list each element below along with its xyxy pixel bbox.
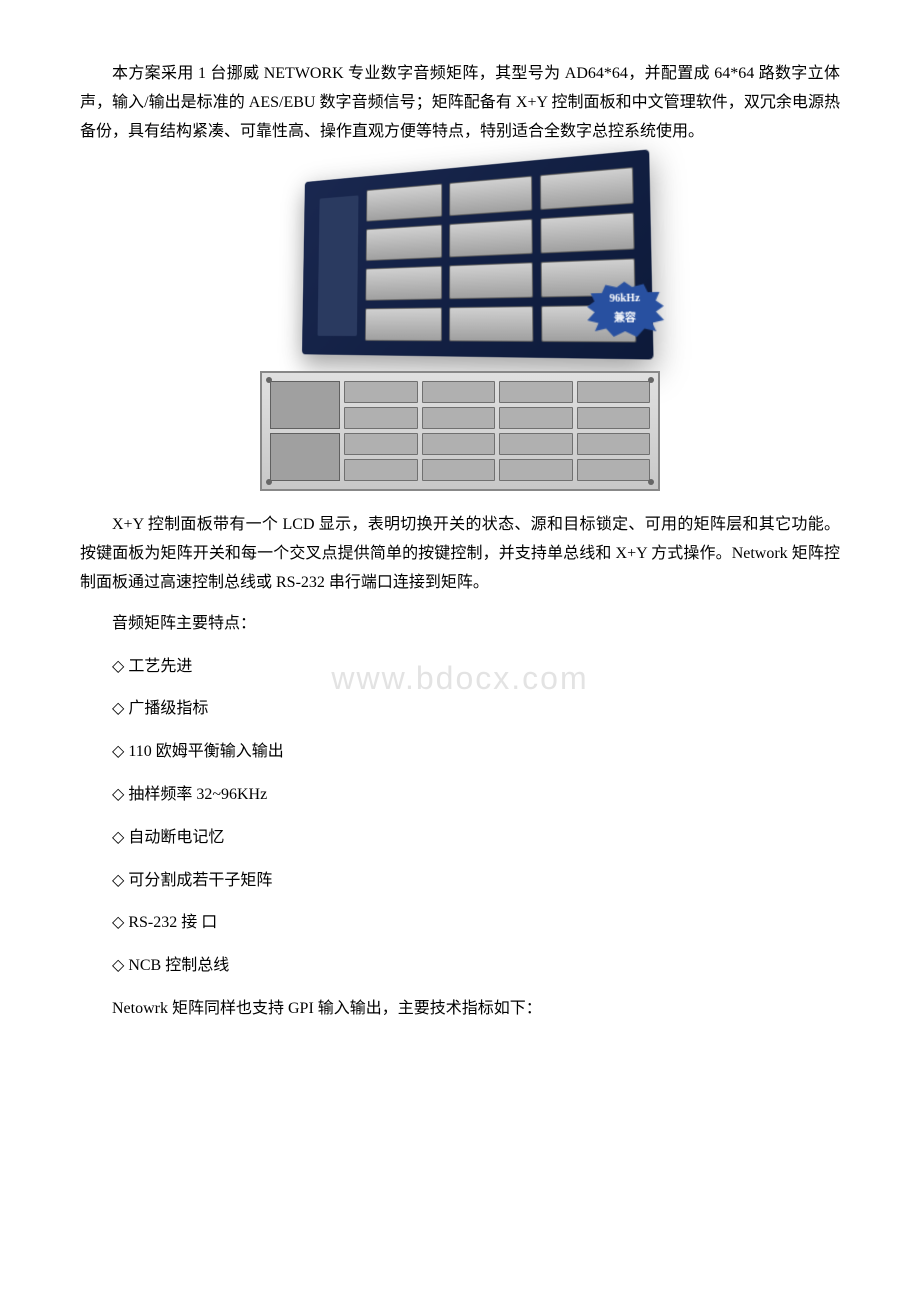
panel-port bbox=[344, 459, 418, 481]
diamond-icon: ◇ bbox=[112, 781, 124, 810]
feature-text: 工艺先进 bbox=[128, 658, 192, 675]
port bbox=[449, 263, 534, 300]
panel-block bbox=[270, 381, 340, 429]
feature-text: 110 欧姆平衡输入输出 bbox=[128, 743, 283, 760]
screw-icon bbox=[648, 479, 654, 485]
feature-item: ◇工艺先进 bbox=[112, 653, 840, 682]
diamond-icon: ◇ bbox=[112, 867, 124, 896]
port bbox=[449, 306, 534, 342]
feature-item: ◇110 欧姆平衡输入输出 bbox=[112, 738, 840, 767]
description-paragraph: X+Y 控制面板带有一个 LCD 显示，表明切换开关的状态、源和目标锁定、可用的… bbox=[80, 511, 840, 597]
feature-text: 可分割成若干子矩阵 bbox=[128, 872, 272, 889]
device-label-panel bbox=[318, 196, 359, 337]
panel-port bbox=[344, 381, 418, 403]
screw-icon bbox=[266, 479, 272, 485]
port bbox=[449, 219, 533, 258]
panel-port bbox=[577, 459, 651, 481]
feature-item: ◇广播级指标 bbox=[112, 695, 840, 724]
features-title: 音频矩阵主要特点： bbox=[80, 610, 840, 639]
feature-list: ◇工艺先进 ◇广播级指标 ◇110 欧姆平衡输入输出 ◇抽样频率 32~96KH… bbox=[112, 653, 840, 981]
diamond-icon: ◇ bbox=[112, 653, 124, 682]
port bbox=[366, 225, 442, 262]
panel-port bbox=[499, 381, 573, 403]
device-images: 96kHz 兼容 bbox=[80, 166, 840, 491]
feature-text: 广播级指标 bbox=[128, 700, 208, 717]
feature-item: ◇自动断电记忆 bbox=[112, 824, 840, 853]
panel-port bbox=[422, 407, 496, 429]
diamond-icon: ◇ bbox=[112, 695, 124, 724]
panel-port bbox=[422, 381, 496, 403]
panel-port bbox=[499, 433, 573, 455]
panel-device-front bbox=[260, 371, 660, 491]
diamond-icon: ◇ bbox=[112, 909, 124, 938]
panel-block bbox=[270, 433, 340, 481]
diamond-icon: ◇ bbox=[112, 952, 124, 981]
panel-port bbox=[344, 407, 418, 429]
panel-port bbox=[577, 433, 651, 455]
feature-item: ◇可分割成若干子矩阵 bbox=[112, 867, 840, 896]
port bbox=[541, 213, 635, 254]
port bbox=[366, 184, 442, 222]
feature-text: RS-232 接 口 bbox=[128, 914, 217, 931]
panel-port bbox=[499, 407, 573, 429]
intro-paragraph: 本方案采用 1 台挪威 NETWORK 专业数字音频矩阵，其型号为 AD64*6… bbox=[80, 60, 840, 146]
port bbox=[449, 176, 533, 216]
diamond-icon: ◇ bbox=[112, 738, 124, 767]
panel-port bbox=[422, 459, 496, 481]
footer-paragraph: Netowrk 矩阵同样也支持 GPI 输入输出，主要技术指标如下： bbox=[80, 995, 840, 1024]
feature-item: ◇NCB 控制总线 bbox=[112, 952, 840, 981]
panel-port bbox=[344, 433, 418, 455]
port bbox=[365, 266, 441, 301]
port bbox=[540, 167, 633, 210]
panel-port bbox=[577, 381, 651, 403]
panel-port bbox=[422, 433, 496, 455]
panel-left-section bbox=[270, 381, 340, 481]
feature-text: 自动断电记忆 bbox=[128, 829, 224, 846]
panel-port bbox=[577, 407, 651, 429]
port bbox=[365, 308, 442, 342]
panel-port bbox=[499, 459, 573, 481]
matrix-device-3d: 96kHz 兼容 bbox=[302, 150, 654, 360]
feature-item: ◇RS-232 接 口 bbox=[112, 909, 840, 938]
screw-icon bbox=[648, 377, 654, 383]
panel-port-grid bbox=[344, 381, 650, 481]
feature-text: 抽样频率 32~96KHz bbox=[128, 786, 267, 803]
diamond-icon: ◇ bbox=[112, 824, 124, 853]
feature-item: ◇抽样频率 32~96KHz bbox=[112, 781, 840, 810]
feature-text: NCB 控制总线 bbox=[128, 957, 229, 974]
panel-inner bbox=[270, 381, 650, 481]
